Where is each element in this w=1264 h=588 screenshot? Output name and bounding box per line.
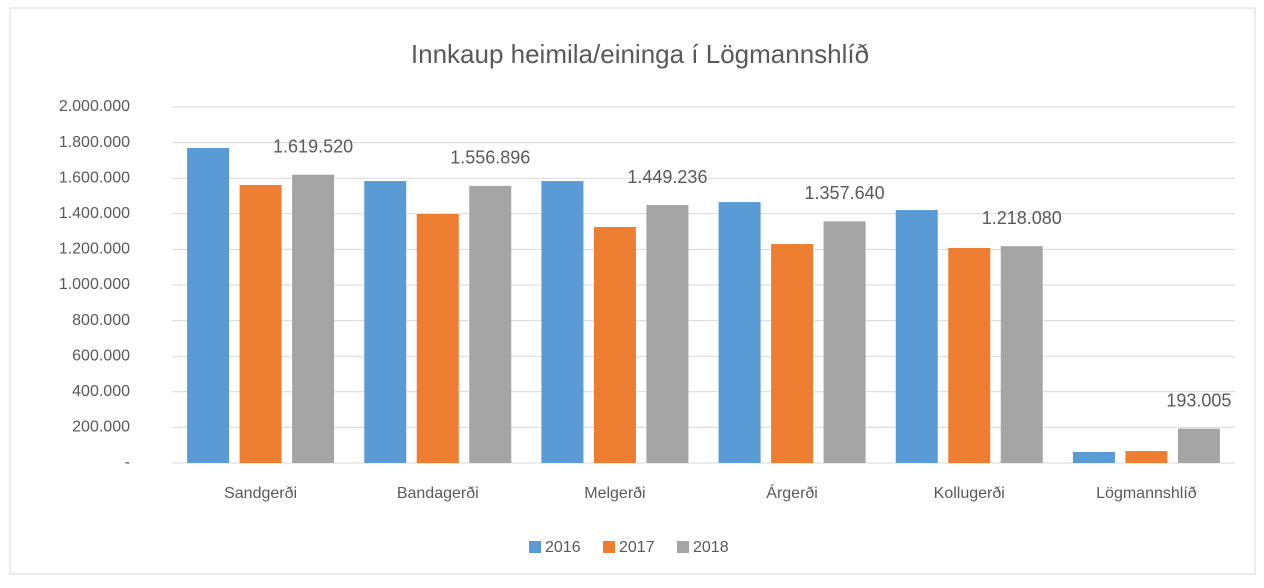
data-label: 1.357.640: [805, 183, 885, 203]
y-tick-label: -: [125, 454, 130, 471]
legend-swatch: [677, 541, 689, 553]
legend-label: 2016: [545, 539, 581, 556]
x-tick-label: Árgerði: [766, 483, 818, 502]
bar: [771, 244, 814, 463]
legend-label: 2018: [693, 539, 729, 556]
bar: [1000, 246, 1043, 463]
y-tick-label: 800.000: [72, 312, 130, 329]
legend-label: 2017: [619, 539, 655, 556]
y-tick-label: 1.400.000: [59, 205, 130, 222]
y-tick-label: 1.200.000: [59, 241, 130, 258]
y-tick-label: 1.000.000: [59, 276, 130, 293]
bar: [948, 247, 991, 463]
bar: [187, 147, 230, 463]
y-tick-label: 2.000.000: [59, 98, 130, 115]
y-tick-label: 600.000: [72, 347, 130, 364]
y-tick-label: 200.000: [72, 419, 130, 436]
legend-swatch: [603, 541, 615, 553]
x-tick-label: Melgerði: [584, 485, 645, 502]
y-tick-label: 1.600.000: [59, 169, 130, 186]
x-tick-label: Kollugerði: [934, 485, 1005, 502]
x-tick-label: Lögmannshlíð: [1096, 485, 1197, 502]
bar: [469, 185, 512, 464]
y-tick-label: 1.800.000: [59, 134, 130, 151]
x-tick-label: Bandagerði: [397, 485, 479, 502]
bar: [541, 181, 584, 463]
bar: [718, 202, 761, 463]
data-label: 1.556.896: [450, 148, 530, 168]
chart-title: Innkaup heimila/eininga í Lögmannshlíð: [411, 39, 869, 69]
bar: [292, 174, 335, 463]
bar: [1072, 451, 1115, 463]
bar: [1177, 428, 1220, 463]
data-label: 193.005: [1166, 390, 1231, 410]
bar: [646, 205, 689, 463]
x-tick-label: Sandgerði: [224, 485, 297, 502]
bar: [823, 221, 866, 463]
bar: [593, 226, 636, 463]
bar: [1125, 451, 1168, 463]
bar: [239, 184, 282, 464]
data-label: 1.619.520: [273, 136, 353, 156]
bar: [364, 181, 407, 463]
bar: [416, 213, 459, 463]
bar: [895, 210, 938, 463]
data-label: 1.449.236: [627, 167, 707, 187]
y-tick-label: 400.000: [72, 383, 130, 400]
legend-swatch: [529, 541, 541, 553]
data-label: 1.218.080: [982, 208, 1062, 228]
